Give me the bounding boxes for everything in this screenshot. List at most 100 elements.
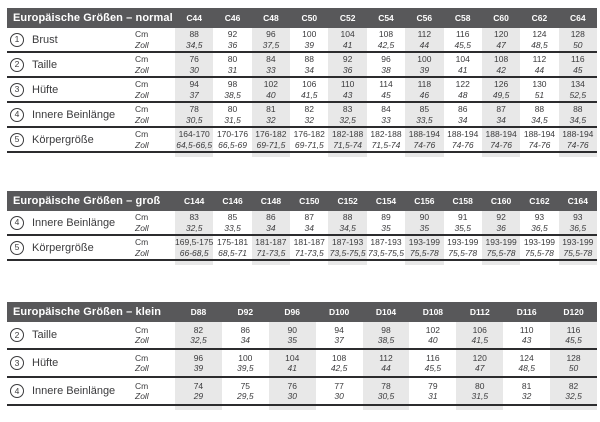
unit-labels: Cm Zoll	[129, 53, 175, 76]
column-header-d104: D104	[375, 307, 397, 317]
data-cell: 94 37	[316, 322, 363, 348]
unit-labels: Cm Zoll	[129, 211, 175, 234]
cm-value: 170-176	[216, 129, 249, 139]
cm-value: 86	[240, 324, 251, 335]
cm-value: 114	[379, 79, 393, 89]
cm-value: 106	[472, 324, 487, 335]
zoll-value: 52,5	[569, 89, 587, 100]
zoll-value: 31	[227, 64, 238, 75]
data-cell: 94 37	[175, 78, 213, 101]
cm-value: 86	[457, 104, 468, 114]
column-stripes	[175, 322, 597, 410]
zoll-value: 42,5	[330, 363, 348, 373]
cm-value: 81	[266, 104, 276, 114]
row-taille: 2 Taille Cm Zoll 82 32,5 86 34 90 35 94 37 98 38,5 102…	[7, 322, 597, 350]
table-header-gross: Europäische Größen – groß C144 C146 C148 C1…	[7, 191, 597, 211]
row-number-badge: 2	[10, 57, 24, 72]
column-stripe	[456, 322, 504, 410]
cm-value: 116	[455, 29, 470, 39]
data-cell: 106 41,5	[456, 322, 503, 348]
data-cell: 176-182 69-71,5	[290, 128, 328, 151]
cm-value: 90	[287, 324, 297, 335]
zoll-value: 31,5	[471, 391, 489, 401]
row-label-h-fte: 3 Hüfte	[7, 350, 129, 376]
row-number-badge: 3	[10, 356, 24, 370]
zoll-value: 39	[304, 39, 314, 50]
data-cell: 193-199 75,5-78	[559, 236, 597, 259]
cm-value: 85	[227, 212, 238, 222]
zoll-value: 32	[266, 114, 276, 125]
unit-labels: Cm Zoll	[129, 378, 175, 404]
zoll-value: 35	[419, 222, 430, 233]
column-header-c162: C162	[529, 196, 550, 206]
row-label-text: Hüfte	[32, 357, 59, 369]
zoll-value: 34	[457, 114, 468, 125]
column-stripe	[328, 211, 367, 265]
zoll-value: 36	[227, 39, 238, 50]
data-cell: 85 33,5	[213, 211, 251, 234]
cm-value: 94	[334, 324, 344, 335]
data-cell: 92 36	[213, 28, 251, 51]
data-cell: 104 41	[444, 53, 482, 76]
zoll-value: 32,5	[565, 391, 582, 401]
cm-value: 88	[304, 54, 314, 64]
row-number-badge: 4	[10, 107, 24, 122]
cm-value: 120	[472, 352, 487, 363]
zoll-value: 32,5	[185, 222, 203, 233]
zoll-value: 75,5-78	[409, 247, 439, 258]
data-cell: 82 32	[290, 103, 328, 126]
zoll-value: 74-76	[413, 139, 436, 150]
zoll-value: 33,5	[224, 222, 241, 233]
zoll-value: 48	[457, 89, 468, 100]
column-stripe	[362, 322, 410, 410]
data-cell: 98 38,5	[213, 78, 251, 101]
data-cell: 96 39	[175, 350, 222, 376]
zoll-value: 30	[189, 64, 199, 75]
cm-value: 79	[428, 380, 438, 391]
cm-value: 108	[493, 54, 509, 64]
cm-value: 98	[381, 324, 391, 335]
cm-value: 96	[193, 352, 204, 363]
data-cell: 116 45,5	[409, 350, 456, 376]
data-cell: 100 39,5	[222, 350, 269, 376]
column-header-c160: C160	[490, 196, 512, 206]
zoll-value: 42	[496, 64, 506, 75]
data-cell: 128 50	[559, 28, 597, 51]
column-stripe	[405, 28, 444, 157]
row-label-brust: 1 Brust	[7, 28, 129, 51]
cm-value: 181-187	[255, 237, 287, 247]
cm-value: 124	[532, 29, 547, 39]
column-header-c146: C146	[222, 196, 243, 206]
data-cell: 116 45,5	[550, 322, 597, 348]
data-cell: 93 36,5	[559, 211, 597, 234]
column-header-c46: C46	[224, 13, 241, 23]
row-number-badge: 4	[10, 384, 24, 398]
data-cell: 126 49,5	[482, 78, 520, 101]
row-label-text: Innere Beinlänge	[32, 385, 116, 397]
zoll-value: 31,5	[224, 114, 241, 125]
data-cell: 193-199 75,5-78	[444, 236, 482, 259]
zoll-value: 45,5	[424, 363, 442, 373]
data-cell: 92 36	[328, 53, 366, 76]
zoll-value: 36,5	[531, 222, 548, 233]
column-header-d112: D112	[469, 307, 490, 317]
unit-cm-label: Cm	[135, 104, 149, 114]
zoll-value: 41	[342, 39, 353, 50]
cm-value: 88	[534, 104, 545, 114]
unit-labels: Cm Zoll	[129, 128, 175, 151]
column-stripe	[558, 28, 597, 157]
cm-value: 100	[238, 352, 253, 363]
row-h-fte: 3 Hüfte Cm Zoll 94 37 98 38,5 102 40 106 41,5 110 43 1…	[7, 78, 597, 103]
data-cell: 114 45	[367, 78, 405, 101]
data-cell: 89 35	[367, 211, 405, 234]
unit-labels: Cm Zoll	[129, 236, 175, 259]
cm-value: 112	[417, 29, 432, 39]
zoll-value: 39,5	[237, 363, 254, 373]
zoll-value: 71-73,5	[256, 247, 286, 258]
size-chart-page: Europäische Größen – normal C44 C46 C48 C50…	[7, 8, 597, 410]
unit-zoll-label: Zoll	[135, 363, 149, 373]
cm-value: 87	[496, 104, 506, 114]
data-cell: 116 45	[559, 53, 597, 76]
column-header-c60: C60	[493, 13, 509, 23]
zoll-value: 75,5-78	[448, 247, 478, 258]
